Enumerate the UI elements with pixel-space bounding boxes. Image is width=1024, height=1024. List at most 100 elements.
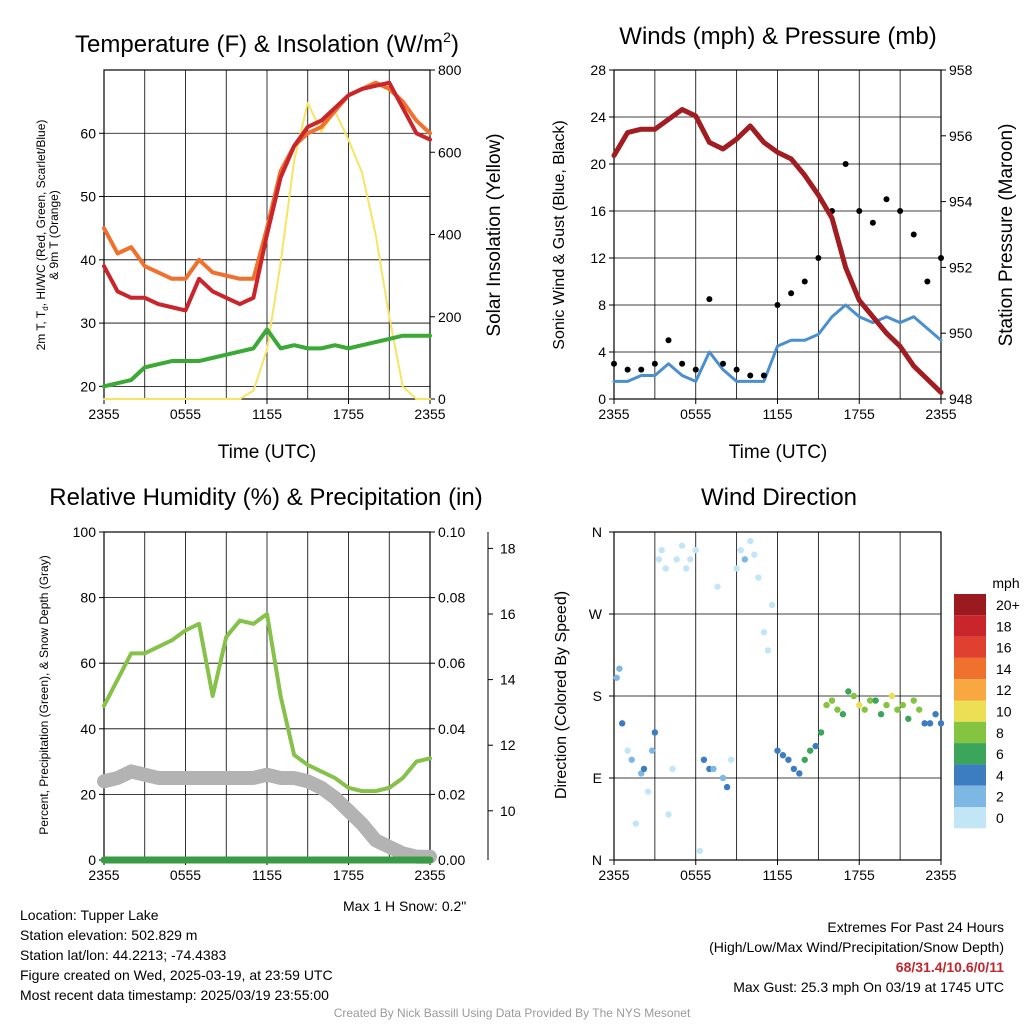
direction-title: Wind Direction	[701, 484, 857, 511]
speed-legend-label: 14	[996, 661, 1012, 677]
direction-point	[768, 601, 776, 609]
direction-point	[710, 765, 717, 773]
max-snow-label: Max 1 H Snow: 0.2"	[343, 898, 467, 914]
speed-legend-label: 0	[996, 810, 1004, 826]
winds-y-tick-label: 0	[598, 391, 606, 407]
direction-point	[741, 556, 748, 563]
gust-point	[638, 366, 645, 373]
snow-depth-tick-label: 14	[500, 672, 516, 688]
gust-point	[910, 231, 917, 238]
speed-legend-swatch	[954, 743, 986, 765]
direction-point	[696, 847, 704, 855]
direction-point	[747, 537, 754, 545]
winds-title: Winds (mph) & Pressure (mb)	[619, 23, 936, 50]
humidity-y-right-tick-label: 0.06	[438, 655, 465, 671]
winds-x-tick-label: 1755	[844, 406, 875, 422]
temperature-title-end: )	[451, 31, 459, 58]
direction-point	[714, 583, 721, 590]
figure-created: Figure created on Wed, 2025-03-19, at 23…	[20, 967, 333, 983]
snow-depth-tick-label: 12	[500, 737, 516, 753]
direction-point	[785, 756, 792, 763]
direction-point	[719, 774, 727, 782]
direction-point	[644, 788, 652, 795]
humidity-x-tick-label: 2355	[414, 867, 445, 883]
temperature-y-right-tick-label: 400	[438, 227, 462, 243]
speed-legend-swatch	[954, 679, 986, 701]
humidity-y-tick-label: 60	[80, 655, 96, 671]
winds-y-right-tick-label: 952	[949, 259, 973, 275]
winds-x-tick-label: 2355	[925, 406, 956, 422]
temperature-y-right-tick-label: 600	[438, 144, 462, 160]
direction-point	[850, 692, 857, 700]
winds-y-tick-label: 4	[598, 344, 606, 360]
gust-point	[747, 372, 754, 379]
winds-y-tick-label: 16	[590, 203, 606, 219]
direction-point	[624, 747, 631, 754]
speed-legend-label: 16	[996, 640, 1012, 656]
temperature-y-tick-label: 60	[80, 125, 96, 141]
direction-point	[751, 551, 758, 558]
temperature-y-tick-label: 20	[80, 378, 96, 394]
humidity-series-relative-humidity	[102, 612, 432, 794]
station-location: Location: Tupper Lake	[20, 907, 159, 923]
direction-y-tick-label: E	[593, 770, 602, 786]
speed-legend-label: 18	[996, 618, 1012, 634]
direction-point	[932, 711, 939, 718]
gust-point	[611, 360, 617, 367]
direction-x-tick-label: 0555	[680, 867, 711, 883]
direction-point	[834, 706, 841, 713]
credit-line: Created By Nick Bassill Using Data Provi…	[333, 1006, 691, 1020]
temperature-title-superscript: 2	[443, 29, 451, 45]
humidity-y-right-tick-label: 0.10	[438, 524, 465, 540]
direction-point	[779, 752, 787, 759]
direction-point	[926, 720, 934, 727]
humidity-y-right-tick-label: 0.00	[438, 852, 465, 868]
winds-series-station-pressure	[611, 106, 944, 395]
gust-point	[679, 360, 686, 367]
gust-point	[692, 366, 699, 373]
direction-point	[655, 556, 663, 563]
gust-point	[651, 360, 658, 367]
direction-point	[807, 747, 814, 754]
temperature-y-tick-label: 50	[80, 189, 96, 205]
speed-legend-swatch	[954, 594, 986, 616]
speed-legend-swatch	[954, 700, 986, 722]
direction-y-tick-label: N	[592, 524, 602, 540]
direction-x-tick-label: 1755	[844, 867, 875, 883]
speed-legend-swatch	[954, 764, 986, 786]
direction-point	[669, 765, 676, 773]
direction-point	[839, 711, 847, 718]
gust-point	[869, 219, 876, 226]
direction-point	[817, 729, 825, 736]
temperature-y-right-tick-label: 0	[438, 391, 446, 407]
speed-legend-swatch	[954, 721, 986, 744]
direction-point	[692, 547, 699, 554]
direction-point	[737, 547, 744, 554]
direction-point	[790, 765, 798, 773]
temperature-x-label: Time (UTC)	[218, 442, 317, 463]
direction-point	[628, 756, 635, 763]
direction-point	[723, 783, 731, 791]
humidity-x-tick-label: 2355	[88, 867, 119, 883]
direction-point	[665, 811, 672, 818]
gust-point	[720, 360, 726, 367]
temperature-series-solar-insolation	[103, 101, 431, 400]
humidity-series-snow-depth	[97, 764, 437, 864]
winds-y-tick-label: 28	[590, 62, 606, 78]
direction-point	[883, 701, 890, 709]
direction-point	[877, 711, 885, 718]
station-info: Location: Tupper Lake Station elevation:…	[20, 905, 333, 1005]
temperature-chart: 2355 0555 1155 1755 235520304050600200400600…	[80, 62, 461, 422]
gust-point	[733, 366, 740, 373]
direction-point	[640, 765, 648, 773]
recent-data-timestamp: Most recent data timestamp: 2025/03/19 2…	[20, 987, 329, 1003]
speed-legend-label: 12	[996, 682, 1012, 698]
temperature-y-right-tick-label: 800	[438, 62, 462, 78]
station-elevation: Station elevation: 502.829 m	[20, 927, 198, 943]
direction-point	[764, 647, 772, 654]
direction-point	[872, 697, 879, 704]
direction-point	[662, 565, 669, 572]
winds-y-tick-label: 12	[590, 250, 606, 266]
speed-legend: 20+ 18 16 14 12 10 8 6 4 2 0	[954, 594, 1020, 829]
direction-point	[905, 715, 912, 722]
